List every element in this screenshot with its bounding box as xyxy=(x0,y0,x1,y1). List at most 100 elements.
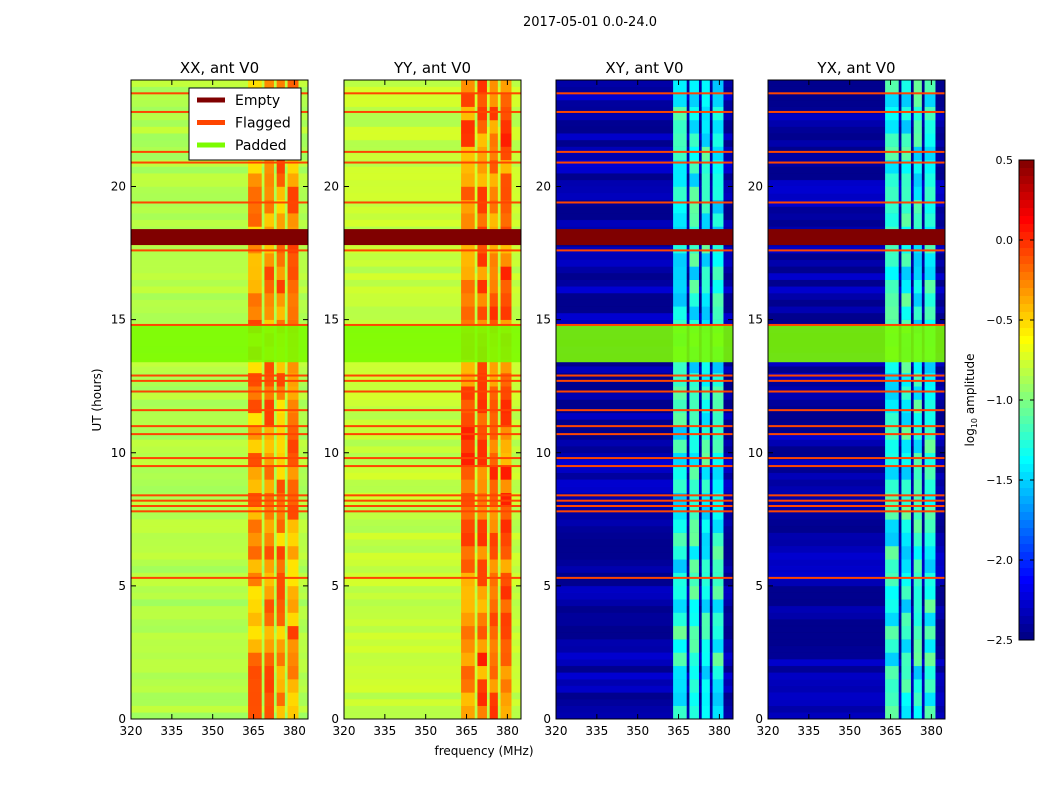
heatmap-cell xyxy=(701,652,710,667)
heatmap-cell xyxy=(701,173,710,187)
heatmap-cell xyxy=(477,80,487,94)
heatmap-cell xyxy=(901,372,911,387)
panel-title: YX, ant V0 xyxy=(816,59,895,77)
heatmap-cell xyxy=(477,625,487,640)
heatmap-cell xyxy=(264,386,274,400)
heatmap-cell xyxy=(913,572,922,587)
heatmap-cell xyxy=(264,492,274,507)
heatmap-row xyxy=(768,80,945,87)
heatmap-cell xyxy=(712,625,724,640)
heatmap-cell xyxy=(701,625,710,640)
y-tick-label: 5 xyxy=(543,579,551,593)
flagged-line xyxy=(344,161,521,164)
heatmap-cell xyxy=(673,639,687,653)
heatmap-cell xyxy=(477,93,487,107)
colorbar-tick-label: −2.5 xyxy=(986,634,1013,647)
heatmap-cell xyxy=(287,506,299,520)
heatmap-cell xyxy=(673,439,687,454)
heatmap-row xyxy=(344,699,521,706)
flagged-line xyxy=(131,379,308,382)
heatmap-row xyxy=(131,572,308,580)
heatmap-cell xyxy=(924,572,936,587)
empty-band xyxy=(131,229,308,246)
heatmap-cell xyxy=(248,652,262,667)
heatmap-row xyxy=(131,266,308,274)
heatmap-row xyxy=(556,253,733,261)
heatmap-cell xyxy=(264,466,274,480)
heatmap-row xyxy=(344,126,521,134)
heatmap-row xyxy=(556,699,733,706)
heatmap-cell xyxy=(913,306,922,320)
heatmap-cell xyxy=(701,266,710,280)
heatmap-cell xyxy=(500,572,512,587)
flagged-line xyxy=(556,465,733,468)
heatmap-row xyxy=(556,279,733,287)
heatmap-cell xyxy=(712,452,724,467)
heatmap-row xyxy=(768,106,945,114)
heatmap-row xyxy=(768,486,945,493)
heatmap-cell xyxy=(477,532,487,547)
heatmap-cell xyxy=(461,452,475,467)
heatmap-cell xyxy=(913,585,922,600)
heatmap-cell xyxy=(477,559,487,573)
heatmap-row xyxy=(768,525,945,533)
x-tick-label: 365 xyxy=(667,724,690,738)
heatmap-row xyxy=(768,219,945,227)
heatmap-cell xyxy=(673,173,687,187)
heatmap-row xyxy=(344,279,521,287)
heatmap-cell xyxy=(689,213,699,227)
heatmap-cell xyxy=(276,639,285,653)
panel-title: XX, ant V0 xyxy=(180,59,259,77)
heatmap-row xyxy=(768,459,945,467)
heatmap-row xyxy=(131,446,308,454)
panel-2: XY, ant V0 320 335 350 365 380 0 5 10 15 20 xyxy=(536,59,734,738)
heatmap-row xyxy=(131,712,308,720)
heatmap-cell xyxy=(673,599,687,613)
heatmap-row xyxy=(556,366,733,374)
heatmap-row xyxy=(768,639,945,647)
heatmap-cell xyxy=(461,506,475,520)
heatmap-cell xyxy=(500,306,512,320)
heatmap-cell xyxy=(885,652,899,667)
heatmap-row xyxy=(344,679,521,687)
heatmap-cell xyxy=(461,119,475,134)
flagged-line xyxy=(556,510,733,513)
y-tick-label: 5 xyxy=(755,579,763,593)
x-tick-label: 335 xyxy=(160,724,183,738)
heatmap-cell xyxy=(500,426,512,440)
heatmap-cell xyxy=(712,412,724,427)
heatmap-cell xyxy=(913,612,922,627)
heatmap-cell xyxy=(701,372,710,387)
empty-band xyxy=(556,229,733,246)
heatmap-cell xyxy=(689,372,699,387)
heatmap-cell xyxy=(901,279,911,294)
colorbar-tick-label: −1.5 xyxy=(986,474,1013,487)
heatmap-row xyxy=(768,379,945,387)
heatmap-cell xyxy=(673,412,687,427)
heatmap-cell xyxy=(924,559,936,573)
heatmap-cell xyxy=(264,572,274,587)
heatmap-cell xyxy=(924,306,936,320)
heatmap-row xyxy=(556,359,733,367)
heatmap-row xyxy=(131,506,308,513)
flagged-line xyxy=(556,374,733,377)
heatmap-cell xyxy=(913,146,922,161)
heatmap-cell xyxy=(712,506,724,520)
heatmap-cell xyxy=(264,679,274,693)
heatmap-cell xyxy=(924,372,936,387)
x-tick-label: 350 xyxy=(201,724,224,738)
heatmap-row xyxy=(131,605,308,613)
heatmap-cell xyxy=(901,426,911,440)
heatmap-row xyxy=(556,572,733,580)
x-tick-label: 365 xyxy=(455,724,478,738)
heatmap-cell xyxy=(689,545,699,560)
heatmap-cell xyxy=(500,359,512,374)
heatmap-row xyxy=(344,572,521,580)
heatmap-cell xyxy=(461,279,475,294)
heatmap-cell xyxy=(264,399,274,414)
heatmap-row xyxy=(131,539,308,547)
heatmap-row xyxy=(344,432,521,440)
heatmap-cell xyxy=(924,492,936,507)
heatmap-cell xyxy=(689,479,699,493)
heatmap-row xyxy=(131,625,308,633)
